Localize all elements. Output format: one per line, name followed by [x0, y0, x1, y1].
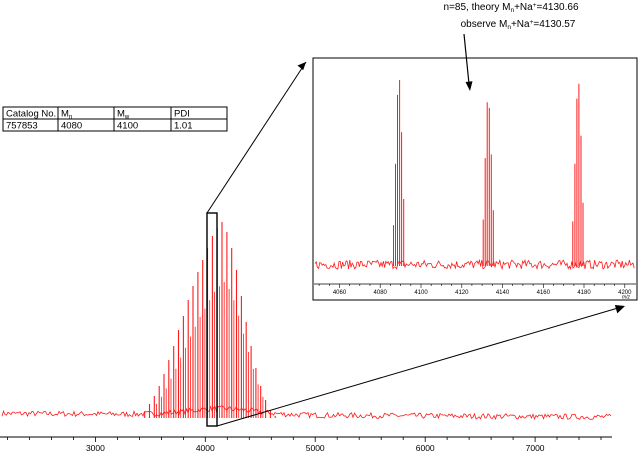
cell-pdi: 1.01 — [174, 121, 193, 132]
main-x-tick-label: 4000 — [196, 443, 215, 453]
header-catalog-no: Catalog No. — [6, 109, 56, 120]
inset-x-tick-label: 4120 — [455, 290, 469, 296]
zoom-region-box — [206, 212, 218, 427]
inset-x-tick-label: 4140 — [496, 290, 510, 296]
zoom-connectors — [206, 61, 625, 427]
cell-catalog-no: 757853 — [6, 121, 38, 132]
zoom-arrowhead-lower — [614, 305, 625, 314]
inset-x-tick-label: 4060 — [333, 290, 347, 296]
inset-x-tick-label: 4200 — [618, 290, 632, 296]
header-mn: Mn — [61, 109, 72, 121]
inset-x-axis-label: m/z — [622, 295, 631, 301]
zoom-connector-upper — [206, 61, 307, 214]
zoom-connector-lower — [216, 307, 619, 427]
main-x-tick-label: 3000 — [86, 443, 105, 453]
zoom-arrowhead-upper — [297, 62, 306, 71]
main-spectrum-baseline — [1, 405, 612, 421]
peak-annotation: n=85, theory Mn+Na+=4130.66 observe Mn+N… — [443, 2, 579, 91]
inset-frame — [312, 57, 638, 301]
cell-mn: 4080 — [61, 121, 82, 132]
header-pdi: PDI — [174, 109, 190, 120]
polymer-spec-table: Catalog No. Mn Mw PDI 757853 4080 4100 1… — [2, 106, 228, 132]
inset-x-tick-label: 4080 — [374, 290, 388, 296]
inset-x-tick-label: 4100 — [414, 290, 428, 296]
annotation-arrowhead — [465, 81, 473, 91]
main-x-tick-label: 6000 — [416, 443, 435, 453]
main-x-tick-label: 7000 — [526, 443, 545, 453]
annotation-theory: n=85, theory Mn+Na+=4130.66 — [443, 2, 578, 14]
cell-mw: 4100 — [117, 121, 138, 132]
inset-x-tick-label: 4180 — [577, 290, 591, 296]
inset-x-tick-label: 4160 — [537, 290, 551, 296]
annotation-arrow — [463, 33, 470, 85]
main-x-tick-label: 5000 — [306, 443, 325, 453]
main-spectrum: 3000 4000 5000 6000 7000 — [0, 222, 612, 453]
annotation-observed: observe Mn+Na+=4130.57 — [461, 19, 576, 31]
